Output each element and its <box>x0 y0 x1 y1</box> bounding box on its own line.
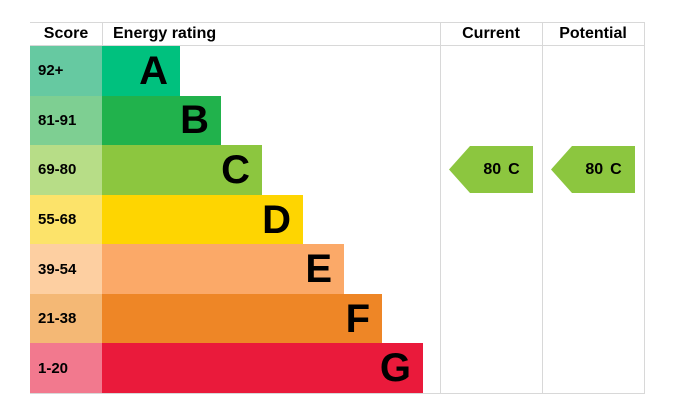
score-column-header: Score <box>43 25 89 42</box>
current-rating-score: 80 <box>483 160 502 178</box>
band-row-e: 39-54 E <box>30 244 644 294</box>
score-header-divider <box>102 22 103 45</box>
band-row-f: 21-38 F <box>30 293 644 344</box>
score-range-label: 92+ <box>30 46 102 96</box>
current-column-header: Current <box>462 25 520 42</box>
band-bar-a: A <box>102 46 180 96</box>
band-letter: G <box>379 346 411 391</box>
energy-rating-column-header: Energy rating <box>113 25 217 42</box>
band-letter: B <box>180 98 209 143</box>
band-bar-f: F <box>102 293 382 344</box>
potential-rating-score: 80 <box>585 160 604 178</box>
potential-rating-band: C <box>610 160 622 178</box>
current-rating-band: C <box>508 160 520 178</box>
band-rows: 92+ A 81-91 B 69-80 C 55-68 D <box>30 46 644 394</box>
band-bar-c: C <box>102 145 262 195</box>
epc-table: Score Energy rating Current Potential 92… <box>30 22 645 394</box>
band-row-d: 55-68 D <box>30 194 644 245</box>
band-bar-b: B <box>102 95 221 146</box>
band-row-g: 1-20 G <box>30 343 644 394</box>
potential-column-header: Potential <box>559 25 627 42</box>
score-range-label: 1-20 <box>30 343 102 394</box>
current-column-divider <box>440 22 441 393</box>
band-bar-g: G <box>102 343 423 394</box>
potential-column-divider <box>542 22 543 393</box>
band-row-c: 69-80 C <box>30 145 644 195</box>
band-letter: D <box>262 197 291 242</box>
band-letter: C <box>221 147 250 192</box>
band-bar-d: D <box>102 194 303 245</box>
score-range-label: 81-91 <box>30 95 102 146</box>
score-range-label: 39-54 <box>30 244 102 294</box>
band-letter: F <box>345 296 370 341</box>
band-row-a: 92+ A <box>30 46 644 96</box>
band-letter: A <box>139 48 168 93</box>
table-header-row: Score Energy rating Current Potential <box>30 22 644 46</box>
band-letter: E <box>305 247 332 292</box>
score-range-label: 21-38 <box>30 293 102 344</box>
band-row-b: 81-91 B <box>30 95 644 146</box>
score-range-label: 69-80 <box>30 145 102 195</box>
band-bar-e: E <box>102 244 344 294</box>
score-range-label: 55-68 <box>30 194 102 245</box>
